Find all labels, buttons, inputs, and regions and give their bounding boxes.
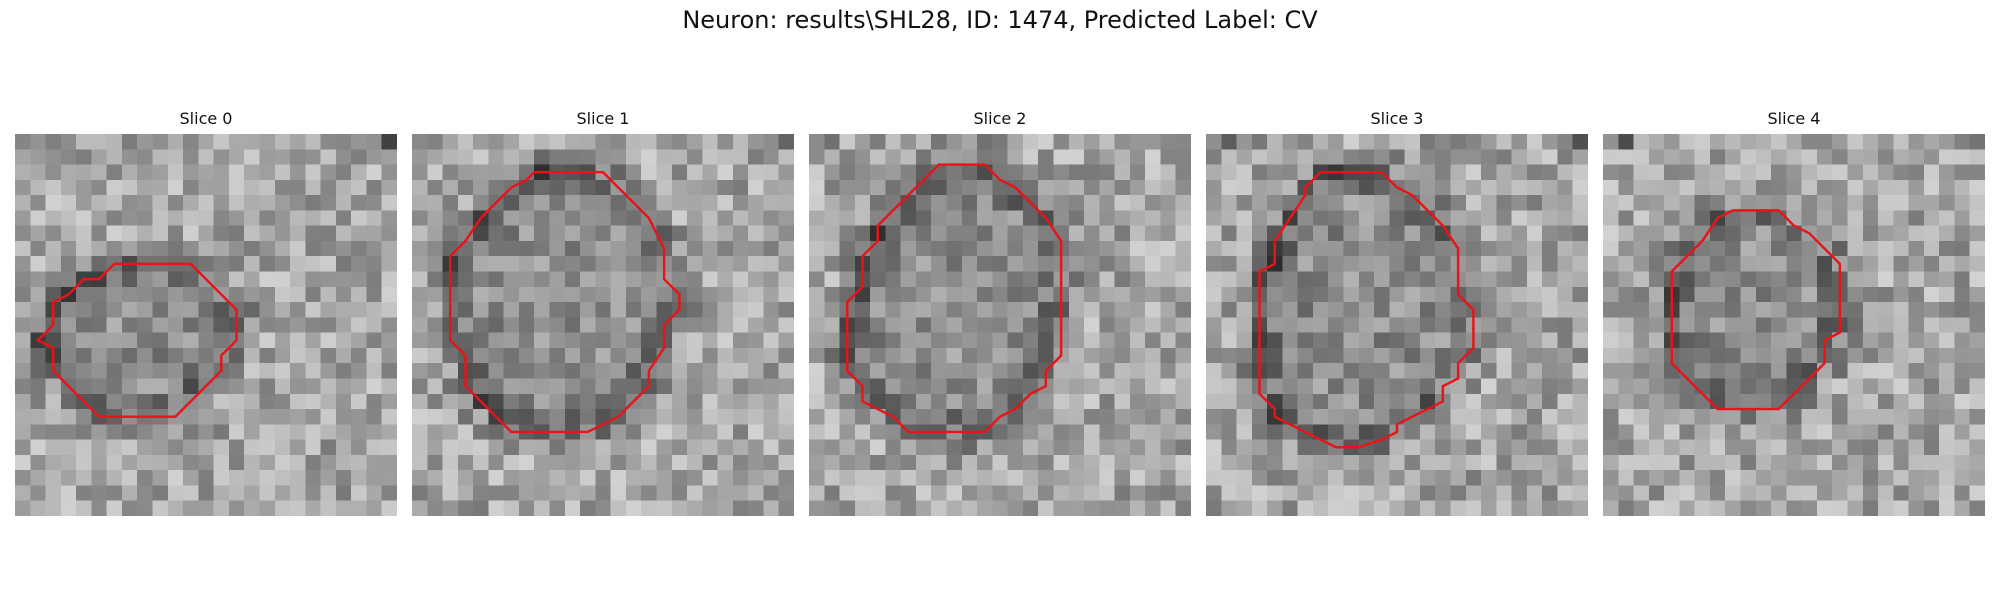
cell-contour	[1670, 209, 1842, 411]
cell-contour	[35, 262, 238, 418]
cell-contour	[1258, 170, 1475, 449]
slice-image	[15, 134, 397, 516]
cell-contour	[448, 170, 681, 434]
slice-title: Slice 3	[1370, 109, 1424, 128]
slice-image	[1603, 134, 1985, 516]
slice-image	[1206, 134, 1588, 516]
figure-title: Neuron: results\SHL28, ID: 1474, Predict…	[682, 6, 1318, 34]
slice-title: Slice 4	[1767, 109, 1821, 128]
cell-contour	[845, 163, 1063, 434]
slice-image	[809, 134, 1191, 516]
slice-title: Slice 0	[179, 109, 233, 128]
slice-image	[412, 134, 794, 516]
slice-title: Slice 1	[576, 109, 630, 128]
slice-title: Slice 2	[973, 109, 1027, 128]
